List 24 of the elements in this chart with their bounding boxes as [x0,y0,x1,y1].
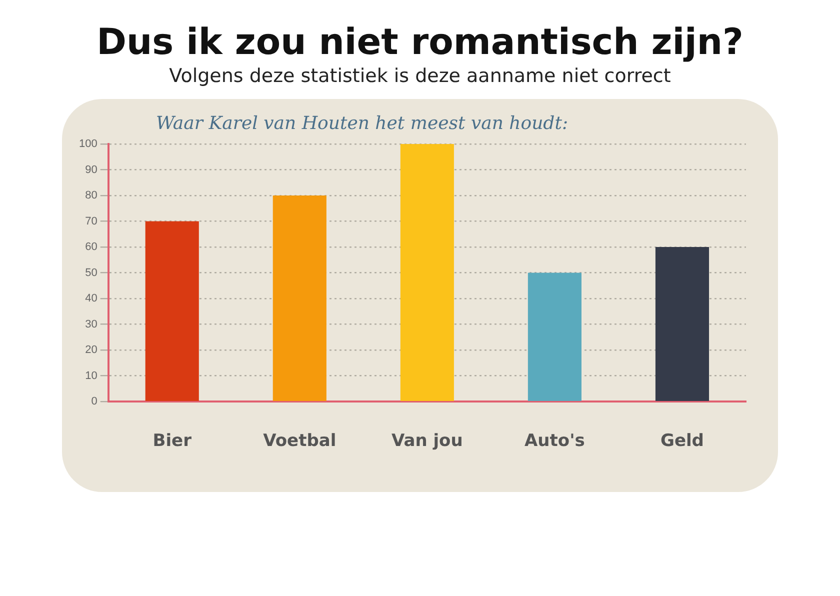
y-tick-label: 90 [85,164,98,176]
y-tick-label: 10 [85,370,98,382]
chart-subtitle: Volgens deze statistiek is deze aanname niet correct [168,65,672,87]
bar [145,221,199,401]
bar [272,196,326,401]
y-tick-label: 70 [85,215,98,228]
bar [655,247,710,401]
y-tick-label: 50 [85,266,98,279]
y-tick-label: 40 [85,292,98,305]
bar [528,272,582,401]
y-tick-label: 20 [85,344,98,356]
chart-title: Dus ik zou niet romantisch zijn? [96,22,744,63]
y-tick-label: 30 [85,318,98,330]
x-tick-label: Bier [152,431,192,452]
x-tick-label: Voetbal [263,431,336,452]
bar [400,144,454,401]
x-tick-label: Van jou [392,431,463,452]
y-tick-label: 60 [85,241,98,254]
x-tick-label: Geld [660,431,704,452]
y-tick-label: 80 [85,190,98,202]
y-tick-label: 100 [78,138,98,150]
y-tick-label: 0 [91,396,98,408]
x-tick-label: Auto's [524,431,585,452]
text: Waar Karel van Houten het meest van houdt: [156,113,570,134]
